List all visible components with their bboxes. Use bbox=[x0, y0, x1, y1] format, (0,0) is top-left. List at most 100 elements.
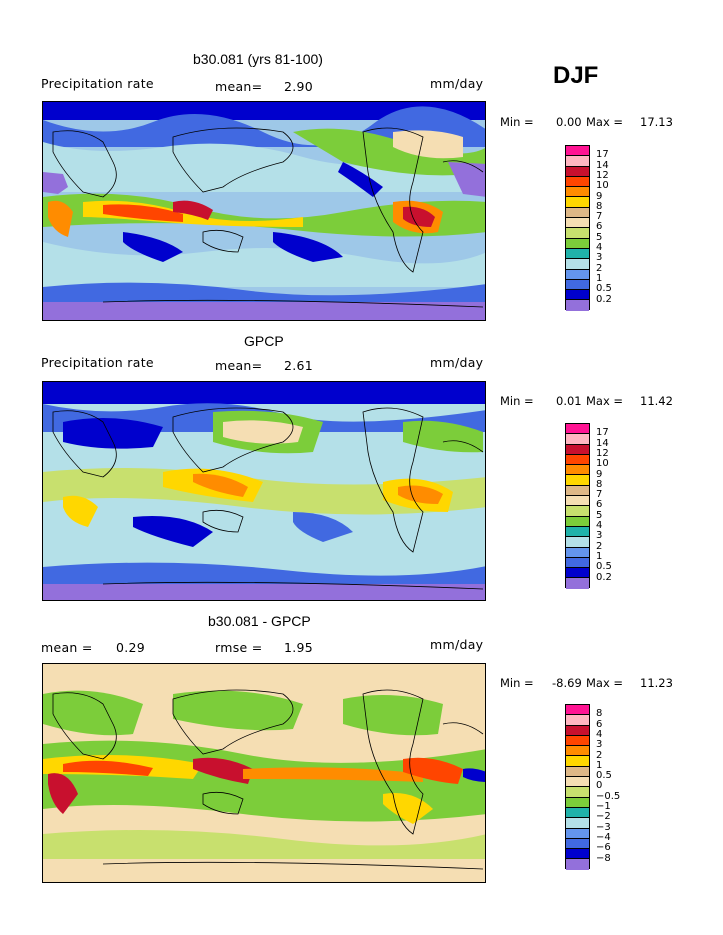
panel1-map bbox=[42, 101, 486, 321]
colorbar-swatch bbox=[566, 156, 589, 167]
colorbar-tick-label: 17 bbox=[596, 427, 609, 439]
colorbar-swatch bbox=[566, 516, 589, 527]
panel3-rmse-label: rmse = bbox=[215, 640, 263, 655]
panel3-mean-label: mean = bbox=[41, 640, 93, 655]
colorbar-tick-label: 8 bbox=[596, 200, 603, 212]
season-label: DJF bbox=[553, 62, 599, 89]
colorbar-tick-label: 4 bbox=[596, 242, 603, 253]
colorbar-swatch bbox=[566, 506, 589, 517]
colorbar-swatch bbox=[566, 735, 589, 747]
panel3-mean-value: 0.29 bbox=[116, 640, 146, 655]
colorbar-tick-label: 0.5 bbox=[596, 770, 612, 782]
panel1-max-label: Max = bbox=[586, 115, 624, 129]
colorbar-tick-label: 5 bbox=[596, 231, 603, 243]
colorbar-tick-label: 14 bbox=[596, 437, 609, 449]
panel1-variable-label: Precipitation rate bbox=[41, 76, 154, 91]
panel3-max-label: Max = bbox=[586, 676, 624, 690]
colorbar-swatch bbox=[566, 746, 589, 757]
colorbar-tick-label: 1 bbox=[596, 759, 603, 771]
panel3-max-value: 11.23 bbox=[640, 676, 673, 690]
panel3-min-label: Min = bbox=[500, 676, 534, 690]
colorbar-tick-label: 2 bbox=[596, 749, 603, 761]
panel3-rmse-value: 1.95 bbox=[284, 640, 314, 655]
colorbar-swatch bbox=[566, 715, 589, 726]
panel2-title: GPCP bbox=[244, 333, 284, 349]
panel1-mean-label: mean= bbox=[215, 79, 263, 94]
colorbar-swatch bbox=[566, 725, 589, 736]
colorbar-swatch bbox=[566, 705, 589, 716]
colorbar-swatch bbox=[566, 207, 589, 219]
colorbar-tick-label: −0.5 bbox=[596, 790, 621, 802]
panel3-colorbar bbox=[565, 704, 590, 870]
colorbar-swatch bbox=[566, 818, 589, 829]
colorbar-swatch bbox=[566, 248, 589, 260]
panel2-min-label: Min = bbox=[500, 394, 534, 408]
colorbar-tick-label: 0.2 bbox=[596, 293, 612, 305]
panel2-map bbox=[42, 381, 486, 601]
colorbar-swatch bbox=[566, 807, 589, 819]
panel1-title: b30.081 (yrs 81-100) bbox=[193, 51, 323, 67]
colorbar-tick-label: 6 bbox=[596, 221, 603, 233]
colorbar-tick-label: 7 bbox=[596, 489, 603, 501]
colorbar-swatch bbox=[566, 290, 589, 301]
colorbar-swatch bbox=[566, 259, 589, 270]
colorbar-swatch bbox=[566, 526, 589, 538]
colorbar-swatch bbox=[566, 269, 589, 280]
colorbar-swatch bbox=[566, 465, 589, 476]
colorbar-swatch bbox=[566, 557, 589, 569]
colorbar-tick-label: 0.5 bbox=[596, 283, 612, 295]
colorbar-tick-label: 10 bbox=[596, 180, 609, 192]
colorbar-swatch bbox=[566, 176, 589, 188]
panel3-units: mm/day bbox=[430, 637, 484, 652]
colorbar-tick-label: −6 bbox=[596, 842, 611, 854]
colorbar-tick-label: 8 bbox=[596, 708, 603, 720]
panel2-max-label: Max = bbox=[586, 394, 624, 408]
colorbar-swatch bbox=[566, 797, 589, 808]
panel2-mean-value: 2.61 bbox=[284, 358, 314, 373]
colorbar-tick-label: −8 bbox=[596, 852, 611, 864]
panel2-units: mm/day bbox=[430, 355, 484, 370]
panel1-min-label: Min = bbox=[500, 115, 534, 129]
colorbar-swatch bbox=[566, 279, 589, 291]
colorbar-tick-label: 2 bbox=[596, 540, 603, 552]
colorbar-tick-label: 12 bbox=[596, 169, 609, 181]
colorbar-tick-label: 14 bbox=[596, 159, 609, 171]
colorbar-tick-label: 8 bbox=[596, 478, 603, 490]
panel3-title: b30.081 - GPCP bbox=[208, 613, 311, 629]
colorbar-tick-label: 1 bbox=[596, 550, 603, 562]
panel2-max-value: 11.42 bbox=[640, 394, 673, 408]
colorbar-tick-label: 0 bbox=[596, 780, 603, 792]
colorbar-tick-label: 7 bbox=[596, 211, 603, 223]
colorbar-swatch bbox=[566, 187, 589, 198]
panel2-colorbar bbox=[565, 423, 590, 589]
colorbar-tick-label: 6 bbox=[596, 499, 603, 511]
panel1-max-value: 17.13 bbox=[640, 115, 673, 129]
colorbar-swatch bbox=[566, 777, 589, 788]
colorbar-tick-label: 3 bbox=[596, 252, 603, 264]
colorbar-tick-label: −1 bbox=[596, 801, 611, 812]
colorbar-swatch bbox=[566, 766, 589, 778]
colorbar-swatch bbox=[566, 300, 589, 311]
colorbar-swatch bbox=[566, 568, 589, 579]
colorbar-tick-label: −2 bbox=[596, 811, 611, 823]
colorbar-swatch bbox=[566, 496, 589, 507]
colorbar-tick-label: 2 bbox=[596, 262, 603, 274]
colorbar-tick-label: 5 bbox=[596, 509, 603, 521]
colorbar-tick-label: 3 bbox=[596, 530, 603, 542]
colorbar-swatch bbox=[566, 849, 589, 860]
panel3-map bbox=[42, 663, 486, 883]
colorbar-swatch bbox=[566, 578, 589, 589]
colorbar-swatch bbox=[566, 454, 589, 466]
panel1-min-value: 0.00 bbox=[556, 115, 582, 129]
colorbar-tick-label: 9 bbox=[596, 190, 603, 202]
colorbar-swatch bbox=[566, 166, 589, 177]
colorbar-tick-label: 12 bbox=[596, 447, 609, 459]
colorbar-swatch bbox=[566, 787, 589, 798]
colorbar-swatch bbox=[566, 859, 589, 870]
colorbar-swatch bbox=[566, 146, 589, 157]
colorbar-swatch bbox=[566, 228, 589, 239]
colorbar-tick-label: 4 bbox=[596, 520, 603, 531]
colorbar-tick-label: 10 bbox=[596, 458, 609, 470]
colorbar-swatch bbox=[566, 485, 589, 497]
colorbar-tick-label: 17 bbox=[596, 149, 609, 161]
